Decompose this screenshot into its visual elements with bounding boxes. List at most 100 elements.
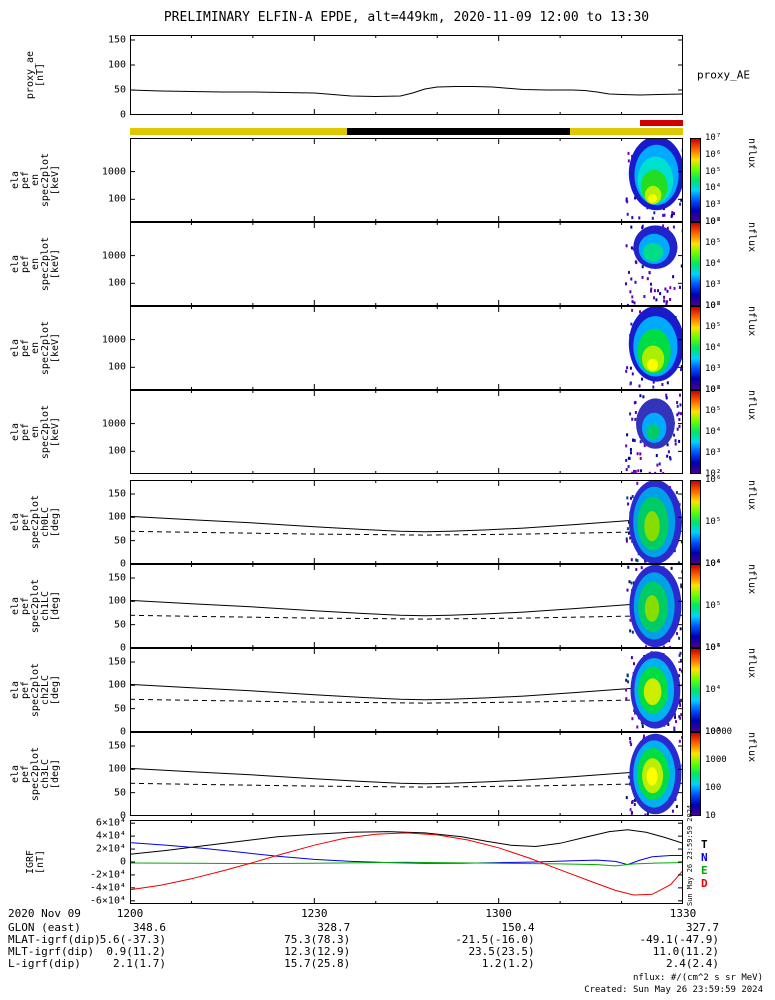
noise-cell bbox=[678, 668, 681, 672]
panel-energy-spectrogram-2: ela pef en spec2plot [keV] 100 1000 10⁶ 10⁵ 1… bbox=[0, 217, 775, 311]
noise-cell bbox=[680, 264, 683, 268]
noise-cell bbox=[676, 401, 679, 404]
science-zone-bar bbox=[130, 128, 683, 135]
noise-cell bbox=[634, 711, 637, 715]
noise-cell bbox=[665, 303, 668, 306]
colorbar-tick-label: 10³ bbox=[705, 448, 722, 458]
noise-cell bbox=[677, 411, 680, 415]
y-tick-label: 100 bbox=[107, 361, 126, 373]
panel-border bbox=[130, 35, 683, 115]
noise-cell bbox=[625, 678, 628, 682]
noise-cell bbox=[673, 286, 676, 290]
y-tick-label: 100 bbox=[107, 59, 126, 71]
noise-cell bbox=[636, 559, 639, 563]
noise-cell bbox=[634, 260, 637, 264]
annotation-value: 327.7 bbox=[685, 921, 719, 934]
noise-cell bbox=[626, 588, 629, 592]
noise-cell bbox=[678, 285, 681, 289]
y-tick-label: 100 bbox=[107, 595, 126, 607]
plot-area-ela_pef_spec2plot_ch1LC bbox=[130, 564, 683, 648]
noise-cell bbox=[627, 502, 630, 506]
noise-cell bbox=[666, 454, 669, 458]
colorbar bbox=[690, 648, 701, 732]
noise-cell bbox=[650, 289, 652, 293]
noise-cell bbox=[665, 393, 668, 397]
colorbar-axis-label: nflux bbox=[746, 306, 757, 337]
noise-cell bbox=[630, 322, 633, 326]
colorbar bbox=[690, 222, 701, 306]
noise-cell bbox=[648, 471, 651, 474]
noise-cell bbox=[627, 159, 630, 163]
science-zone-segment bbox=[130, 128, 347, 135]
noise-cell bbox=[651, 216, 654, 220]
annotation-value: 348.6 bbox=[132, 921, 166, 934]
noise-cell bbox=[680, 699, 683, 702]
annotation-value: -21.5(-16.0) bbox=[455, 933, 535, 946]
colorbar-tick-label: 10⁵ bbox=[705, 166, 722, 177]
noise-cell bbox=[662, 645, 665, 648]
noise-cell bbox=[678, 715, 681, 719]
noise-cell bbox=[641, 377, 644, 381]
plot-area-proxy_ae bbox=[130, 35, 683, 115]
noise-cell bbox=[639, 452, 642, 456]
noise-cell bbox=[632, 438, 635, 442]
y-tick-label: -2×10⁴ bbox=[89, 869, 126, 881]
noise-cell bbox=[626, 366, 629, 370]
noise-cell bbox=[643, 734, 645, 738]
y-tick-label: 100 bbox=[107, 277, 126, 289]
colorbar bbox=[690, 564, 701, 648]
noise-cell bbox=[629, 536, 632, 540]
noise-cell bbox=[631, 300, 634, 304]
annotation-row: MLAT-igrf(dip) 5.6(-37.3) 75.3(78.3) -21.5(… bbox=[0, 933, 775, 946]
noise-cell bbox=[643, 295, 646, 298]
legend-T: T bbox=[701, 838, 708, 851]
noise-cell bbox=[679, 627, 682, 631]
noise-cell bbox=[636, 481, 639, 485]
noise-cell bbox=[673, 433, 675, 437]
noise-cell bbox=[629, 448, 632, 451]
panel-border bbox=[130, 820, 683, 904]
noise-cell bbox=[674, 715, 676, 719]
colorbar-tick-label: 10⁵ bbox=[705, 406, 722, 416]
noise-cell bbox=[629, 290, 632, 294]
noise-cell bbox=[640, 469, 642, 473]
y-tick-label: 50 bbox=[113, 535, 126, 547]
panel-border bbox=[130, 222, 683, 306]
series-anti_loss_cone bbox=[130, 782, 683, 788]
noise-cell bbox=[634, 417, 637, 421]
noise-cell bbox=[630, 558, 633, 562]
noise-cell bbox=[641, 226, 644, 230]
noise-cell bbox=[678, 503, 681, 507]
colorbar bbox=[690, 732, 701, 816]
time-tick-label: 1230 bbox=[301, 907, 328, 920]
series-loss_cone bbox=[130, 599, 683, 617]
noise-cell bbox=[652, 385, 655, 389]
noise-cell bbox=[625, 444, 628, 448]
legend-E: E bbox=[701, 864, 708, 877]
noise-cell bbox=[663, 295, 666, 299]
noise-cell bbox=[626, 433, 629, 437]
y-tick-label: -6×10⁴ bbox=[89, 895, 126, 907]
series-E bbox=[130, 861, 683, 867]
noise-cell bbox=[628, 270, 630, 274]
panel-border bbox=[130, 480, 683, 564]
noise-cell bbox=[653, 211, 656, 215]
panel-pitch-ch2lc: ela pef spec2plot ch2LC [deg] 0 50 100 150 10… bbox=[0, 643, 775, 738]
noise-cell bbox=[633, 469, 635, 473]
noise-cell bbox=[626, 527, 629, 531]
noise-cell bbox=[625, 697, 628, 701]
annotation-value: 1.2(1.2) bbox=[481, 957, 535, 970]
annotation-value: 150.4 bbox=[501, 921, 535, 934]
noise-cell bbox=[629, 618, 632, 622]
noise-cell bbox=[641, 265, 644, 269]
annotation-value: 23.5(23.5) bbox=[468, 945, 535, 958]
created-note: Created: Sun May 26 23:59:59 2024 bbox=[584, 985, 763, 995]
legend-D: D bbox=[701, 877, 708, 890]
noise-cell bbox=[678, 636, 681, 640]
noise-cell bbox=[652, 380, 655, 384]
noise-cell bbox=[666, 226, 669, 230]
colorbar-tick-label: 10⁶ bbox=[705, 559, 722, 569]
orbit-annotation-rows: GLON (east) 348.6 328.7 150.4 327.7 MLAT-igrf… bbox=[0, 921, 775, 971]
plot-area-ela_pef_spec2plot_ch2LC bbox=[130, 648, 683, 732]
noise-cell bbox=[679, 658, 682, 662]
